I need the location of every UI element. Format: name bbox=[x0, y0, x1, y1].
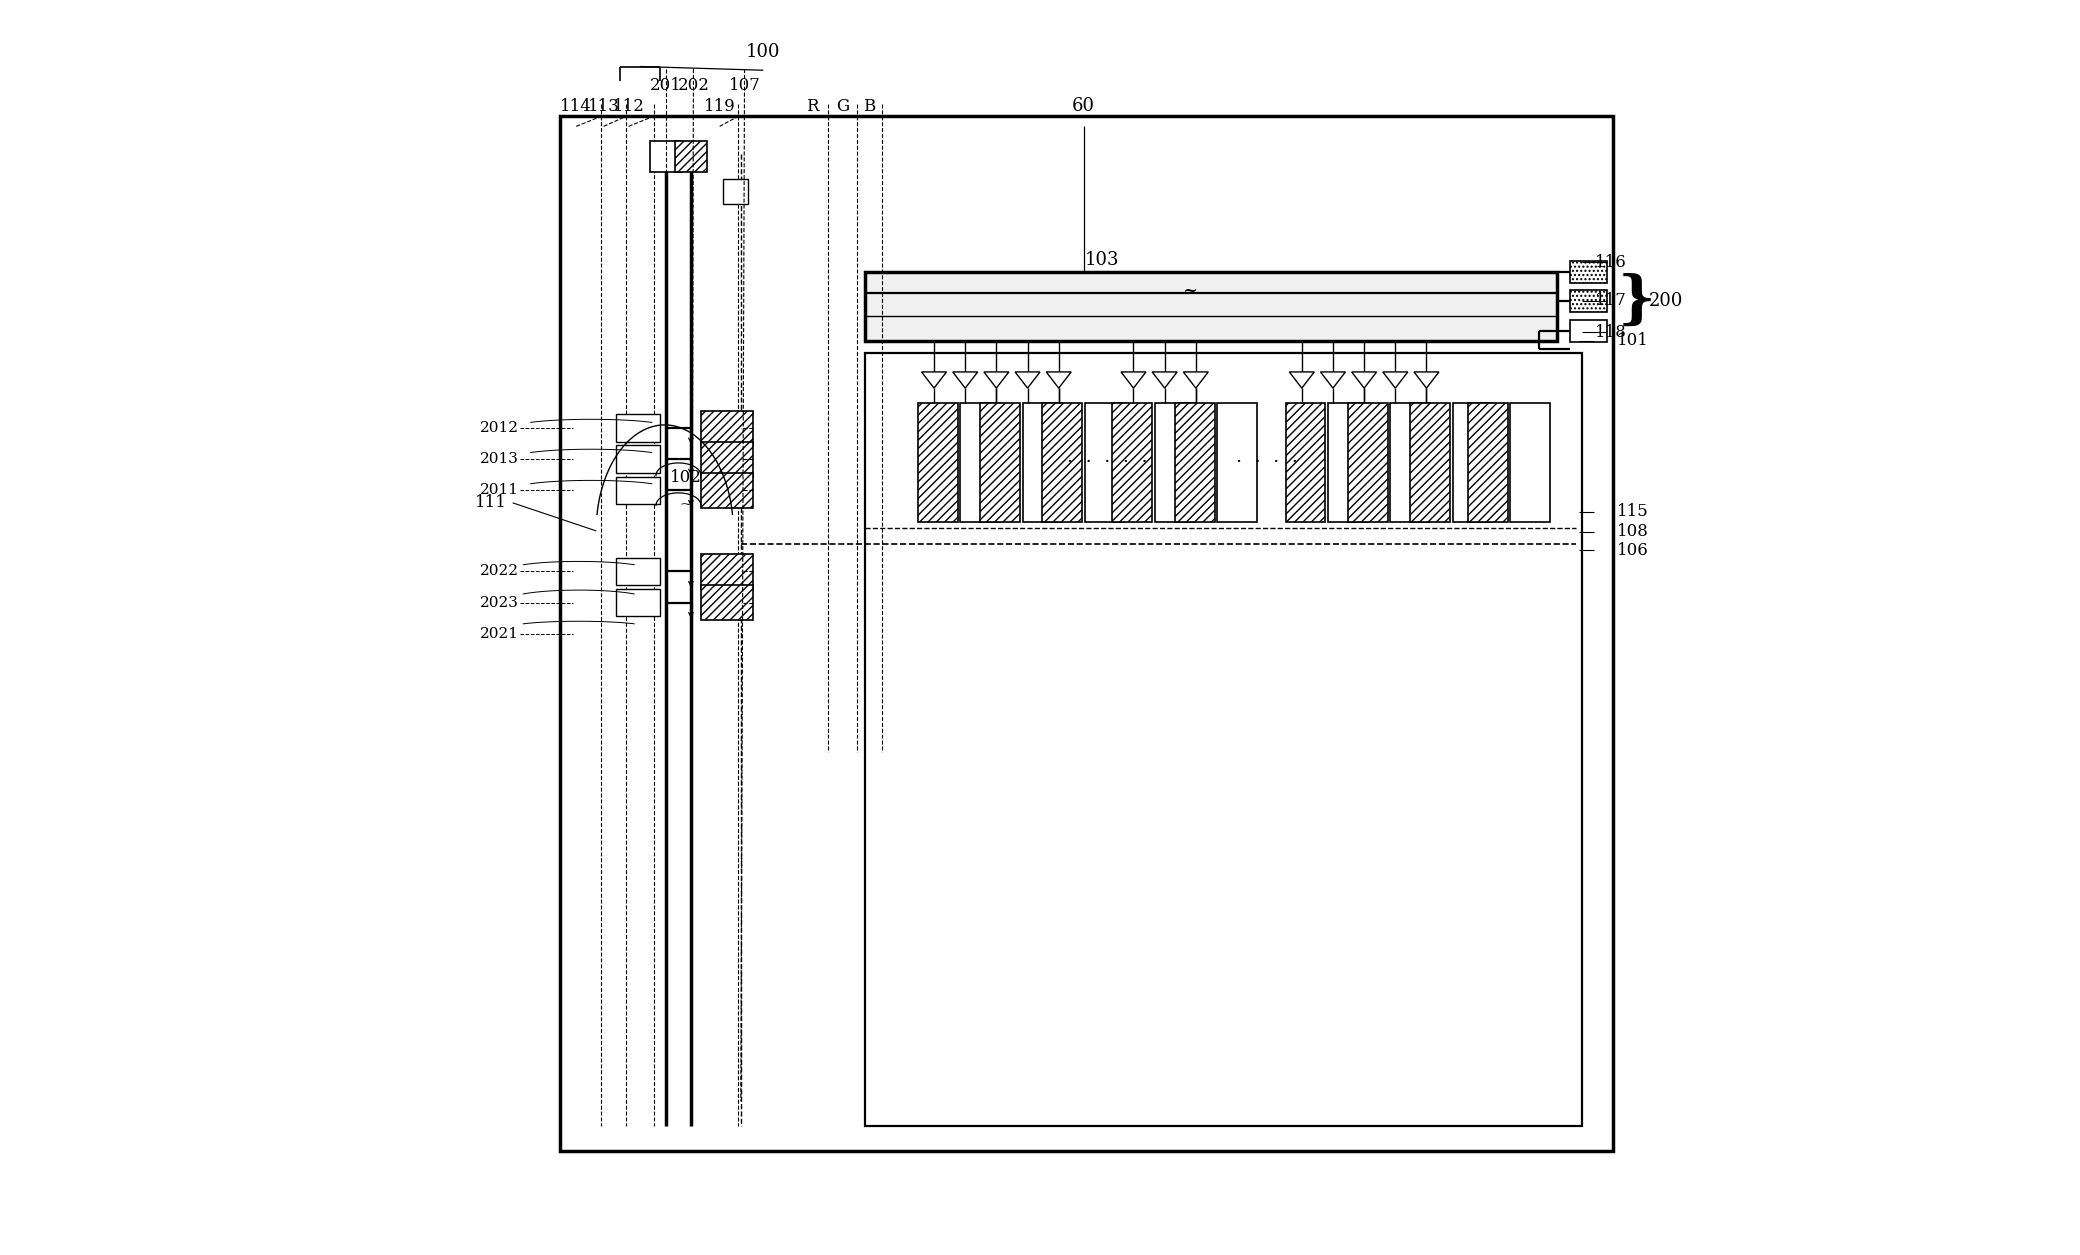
Text: 100: 100 bbox=[747, 43, 780, 60]
Text: 116: 116 bbox=[1595, 254, 1627, 271]
Bar bbox=[1348, 403, 1387, 522]
Text: 102: 102 bbox=[670, 469, 701, 487]
Text: G: G bbox=[836, 98, 849, 115]
Text: 117: 117 bbox=[1595, 292, 1627, 310]
Text: 108: 108 bbox=[1618, 523, 1649, 540]
Text: 60: 60 bbox=[1071, 98, 1096, 115]
Bar bbox=[1023, 403, 1063, 522]
Text: 111: 111 bbox=[474, 494, 505, 511]
Text: ~: ~ bbox=[680, 498, 693, 512]
Bar bbox=[651, 142, 682, 172]
Text: 2023: 2023 bbox=[480, 596, 518, 610]
Bar bbox=[722, 178, 747, 203]
Bar bbox=[701, 410, 753, 446]
Text: B: B bbox=[863, 98, 876, 115]
Polygon shape bbox=[1290, 371, 1315, 388]
Bar bbox=[1468, 403, 1508, 522]
Text: 2011: 2011 bbox=[480, 483, 518, 497]
Polygon shape bbox=[921, 371, 946, 388]
Polygon shape bbox=[1383, 371, 1408, 388]
Bar bbox=[701, 442, 753, 477]
Text: 2012: 2012 bbox=[480, 420, 518, 435]
Text: 112: 112 bbox=[614, 98, 645, 115]
Text: 114: 114 bbox=[560, 98, 593, 115]
Text: 119: 119 bbox=[703, 98, 736, 115]
Polygon shape bbox=[984, 371, 1009, 388]
Bar bbox=[676, 142, 707, 172]
Bar bbox=[1285, 403, 1325, 522]
Bar bbox=[1570, 290, 1608, 312]
Text: 2022: 2022 bbox=[480, 565, 518, 579]
Bar bbox=[560, 117, 1614, 1151]
Text: 200: 200 bbox=[1647, 292, 1683, 310]
Polygon shape bbox=[1046, 371, 1071, 388]
Text: ·  ·  ·  ·: · · · · bbox=[1236, 453, 1298, 471]
Bar bbox=[1570, 261, 1608, 284]
Bar bbox=[865, 272, 1558, 341]
Text: 113: 113 bbox=[589, 98, 620, 115]
Text: 115: 115 bbox=[1618, 503, 1649, 520]
Bar bbox=[1510, 403, 1550, 522]
Bar bbox=[1570, 320, 1608, 343]
Text: 106: 106 bbox=[1618, 542, 1649, 558]
Bar bbox=[616, 446, 659, 473]
Text: R: R bbox=[805, 98, 817, 115]
Bar bbox=[616, 414, 659, 442]
Bar bbox=[616, 557, 659, 585]
Bar bbox=[1086, 403, 1125, 522]
Bar bbox=[616, 589, 659, 616]
Bar bbox=[917, 403, 957, 522]
Text: 2013: 2013 bbox=[480, 452, 518, 466]
Bar bbox=[865, 353, 1583, 1126]
Bar bbox=[1175, 403, 1215, 522]
Text: }: } bbox=[1618, 272, 1656, 329]
Polygon shape bbox=[953, 371, 978, 388]
Polygon shape bbox=[1352, 371, 1377, 388]
Bar bbox=[701, 553, 753, 589]
Bar bbox=[1410, 403, 1450, 522]
Bar bbox=[1452, 403, 1493, 522]
Bar bbox=[1042, 403, 1082, 522]
Bar bbox=[1113, 403, 1152, 522]
Bar bbox=[1217, 403, 1256, 522]
Polygon shape bbox=[1015, 371, 1040, 388]
Bar bbox=[1154, 403, 1194, 522]
Text: 103: 103 bbox=[1086, 251, 1119, 269]
Polygon shape bbox=[1184, 371, 1208, 388]
Text: 202: 202 bbox=[678, 77, 709, 94]
Text: ~: ~ bbox=[1181, 282, 1198, 300]
Text: ·  ·  ·  ·  ·: · · · · · bbox=[1067, 453, 1148, 471]
Bar bbox=[1327, 403, 1369, 522]
Text: 107: 107 bbox=[728, 77, 761, 94]
Bar bbox=[1389, 403, 1431, 522]
Text: 101: 101 bbox=[1618, 333, 1649, 349]
Bar bbox=[701, 473, 753, 508]
Text: 2021: 2021 bbox=[480, 626, 518, 641]
Text: 118: 118 bbox=[1595, 324, 1627, 340]
Polygon shape bbox=[1414, 371, 1439, 388]
Polygon shape bbox=[1121, 371, 1146, 388]
Bar bbox=[980, 403, 1019, 522]
Polygon shape bbox=[1321, 371, 1346, 388]
Text: 201: 201 bbox=[651, 77, 682, 94]
Bar bbox=[961, 403, 1000, 522]
Bar bbox=[616, 477, 659, 505]
Bar bbox=[701, 585, 753, 620]
Polygon shape bbox=[1152, 371, 1177, 388]
